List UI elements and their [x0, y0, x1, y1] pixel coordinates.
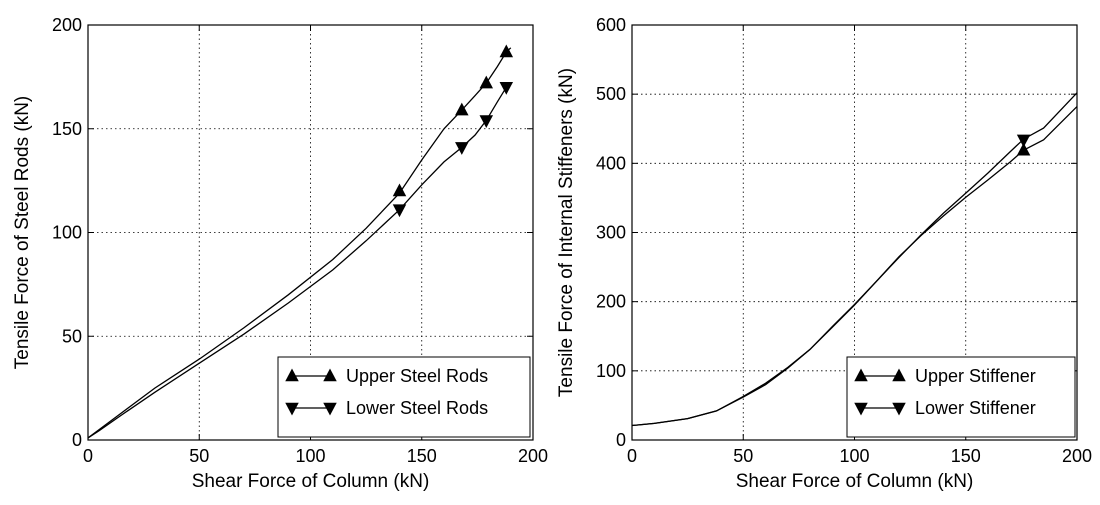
x-tick-label: 50	[733, 446, 753, 466]
legend-marker-down	[854, 402, 868, 416]
y-tick-label: 500	[596, 84, 626, 104]
legend: Upper Stiffener Lower Stiffener	[846, 356, 1076, 438]
plot-frame	[87, 24, 534, 441]
y-tick-label: 100	[52, 223, 82, 243]
series-line-2	[87, 86, 507, 439]
y-axis-title: Tensile Force of Internal Stiffeners (kN…	[556, 68, 577, 397]
series-marker-down	[1016, 134, 1031, 148]
series-marker-up	[455, 102, 469, 116]
series-marker-down	[455, 142, 469, 155]
x-tick-label: 0	[83, 446, 93, 466]
chart-panel-1: 0 50 100 150 200 0 50 100 150 200 Shear Force of C…	[12, 15, 548, 492]
series-line-2	[631, 92, 1078, 427]
x-tick-label: 150	[407, 446, 437, 466]
y-tick-label: 0	[72, 430, 82, 450]
series-marker-down	[392, 204, 407, 218]
series-marker-down	[479, 115, 494, 128]
x-tick-label: 200	[518, 446, 548, 466]
y-tick-label: 600	[596, 15, 626, 35]
y-tick-label: 300	[596, 223, 626, 243]
legend-marker-up	[892, 368, 906, 382]
series-marker-up	[479, 75, 494, 89]
y-tick-label: 100	[596, 361, 626, 381]
y-axis-title: Tensile Force of Steel Rods (kN)	[12, 96, 33, 370]
legend-label-1: Upper Stiffener	[915, 366, 1036, 386]
legend-marker-down	[323, 402, 337, 416]
x-axis-title: Shear Force of Column (kN)	[192, 471, 430, 492]
legend-box	[846, 356, 1076, 438]
legend-marker-up	[854, 368, 868, 382]
legend-marker-up	[323, 368, 337, 382]
x-tick-label: 50	[189, 446, 209, 466]
legend-label-2: Lower Steel Rods	[346, 398, 488, 418]
y-tick-label: 200	[596, 292, 626, 312]
y-tick-label: 50	[62, 326, 82, 346]
chart-panel-2: 0 50 100 150 200 0 100 200 300 400 500 600 Shear For…	[556, 15, 1092, 492]
y-tick-label: 400	[596, 153, 626, 173]
legend: Upper Steel Rods Lower Steel Rods	[277, 356, 531, 438]
x-axis-title: Shear Force of Column (kN)	[736, 471, 974, 492]
y-tick-label: 150	[52, 119, 82, 139]
legend-box	[277, 356, 531, 438]
legend-marker-down	[892, 402, 906, 416]
y-tick-label: 0	[616, 430, 626, 450]
legend-label-2: Lower Stiffener	[915, 398, 1036, 418]
x-tick-label: 100	[295, 446, 325, 466]
x-tick-label: 150	[951, 446, 981, 466]
series-marker-down	[499, 82, 514, 95]
y-tick-label: 200	[52, 15, 82, 35]
x-tick-label: 0	[627, 446, 637, 466]
legend-label-1: Upper Steel Rods	[346, 366, 488, 386]
x-tick-label: 100	[839, 446, 869, 466]
legend-marker-down	[285, 402, 299, 416]
x-tick-label: 200	[1062, 446, 1092, 466]
plot-frame	[631, 24, 1078, 441]
series-marker-up	[392, 183, 407, 197]
series-marker-up	[1016, 142, 1031, 156]
series-marker-up	[499, 44, 514, 58]
legend-marker-up	[285, 368, 299, 382]
